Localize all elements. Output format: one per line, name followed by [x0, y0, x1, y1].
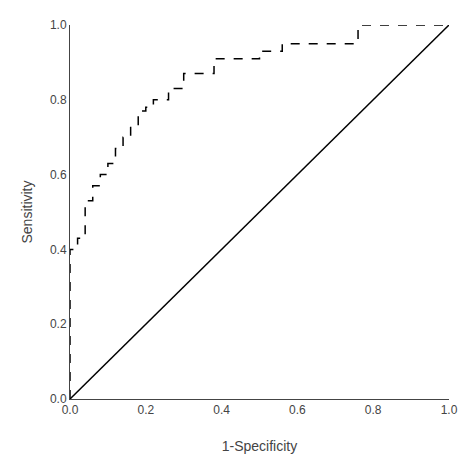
svg-text:0.6: 0.6 — [289, 403, 306, 417]
svg-text:0.0: 0.0 — [50, 392, 67, 406]
svg-text:0.8: 0.8 — [50, 93, 67, 107]
svg-text:0.4: 0.4 — [50, 243, 67, 257]
svg-text:1.0: 1.0 — [441, 403, 458, 417]
svg-text:Sensitivity: Sensitivity — [19, 180, 35, 243]
svg-text:0.2: 0.2 — [50, 317, 67, 331]
svg-text:1-Specificity: 1-Specificity — [222, 438, 297, 454]
svg-text:0.2: 0.2 — [137, 403, 154, 417]
svg-text:0.8: 0.8 — [365, 403, 382, 417]
svg-text:0.4: 0.4 — [213, 403, 230, 417]
svg-text:0.0: 0.0 — [62, 403, 79, 417]
svg-text:0.6: 0.6 — [50, 168, 67, 182]
svg-text:1.0: 1.0 — [50, 18, 67, 32]
